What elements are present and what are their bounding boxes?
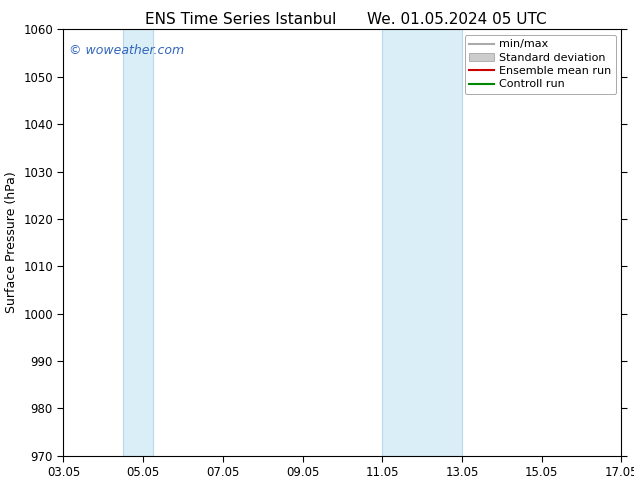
Legend: min/max, Standard deviation, Ensemble mean run, Controll run: min/max, Standard deviation, Ensemble me… — [465, 35, 616, 94]
Text: ENS Time Series Istanbul: ENS Time Series Istanbul — [145, 12, 337, 27]
Bar — [123, 29, 153, 456]
Text: We. 01.05.2024 05 UTC: We. 01.05.2024 05 UTC — [366, 12, 547, 27]
Y-axis label: Surface Pressure (hPa): Surface Pressure (hPa) — [4, 172, 18, 314]
Bar — [382, 29, 462, 456]
Text: © woweather.com: © woweather.com — [69, 44, 184, 57]
